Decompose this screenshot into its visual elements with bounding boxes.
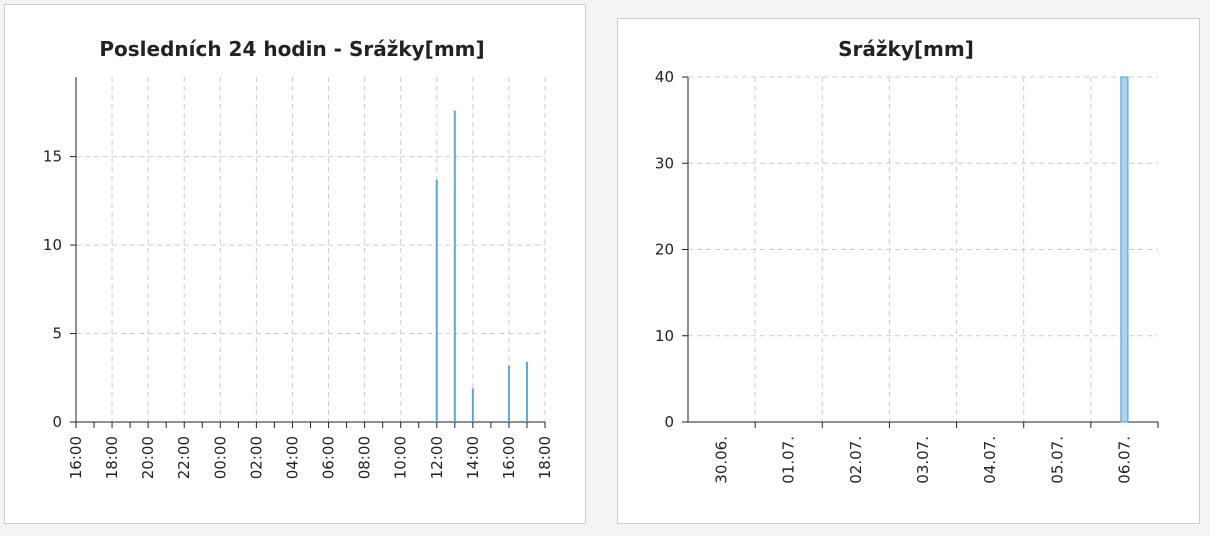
y-tick-label: 0 xyxy=(664,413,674,431)
y-tick-label: 5 xyxy=(52,325,62,343)
panel xyxy=(617,18,1200,524)
y-tick-label: 30 xyxy=(655,154,674,172)
bar xyxy=(453,110,456,422)
bar xyxy=(1120,76,1129,423)
x-tick-label: 18:00 xyxy=(536,436,554,479)
y-tick-label: 20 xyxy=(655,241,674,259)
y-tick-label: 10 xyxy=(43,236,62,254)
x-tick-label: 02:00 xyxy=(247,436,265,479)
x-tick-label: 20:00 xyxy=(139,436,157,479)
x-tick-label: 16:00 xyxy=(500,436,518,479)
x-tick-label: 22:00 xyxy=(175,436,193,479)
x-tick-label: 18:00 xyxy=(103,436,121,479)
x-tick-label: 02.07. xyxy=(847,436,865,484)
x-tick-label: 08:00 xyxy=(356,436,374,479)
y-tick-label: 0 xyxy=(52,413,62,431)
x-tick-label: 30.06. xyxy=(713,436,731,484)
x-tick-label: 06.07. xyxy=(1115,436,1133,484)
x-tick-label: 04.07. xyxy=(981,436,999,484)
bar xyxy=(525,361,528,422)
x-tick-label: 06:00 xyxy=(320,436,338,479)
x-tick-label: 04:00 xyxy=(283,436,301,479)
y-tick-label: 40 xyxy=(655,68,674,86)
x-tick-label: 05.07. xyxy=(1048,436,1066,484)
chart-title: Posledních 24 hodin - Srážky[mm] xyxy=(99,37,484,61)
y-tick-label: 10 xyxy=(655,327,674,345)
panel xyxy=(4,4,586,524)
chart-title: Srážky[mm] xyxy=(838,37,974,61)
y-tick-label: 15 xyxy=(43,148,62,166)
bar xyxy=(435,179,438,422)
x-tick-label: 16:00 xyxy=(67,436,85,479)
x-tick-label: 14:00 xyxy=(464,436,482,479)
bar xyxy=(507,365,510,422)
x-tick-label: 12:00 xyxy=(428,436,446,479)
bar xyxy=(471,388,474,422)
x-tick-label: 00:00 xyxy=(211,436,229,479)
x-tick-label: 10:00 xyxy=(392,436,410,479)
x-tick-label: 01.07. xyxy=(780,436,798,484)
x-tick-label: 03.07. xyxy=(914,436,932,484)
